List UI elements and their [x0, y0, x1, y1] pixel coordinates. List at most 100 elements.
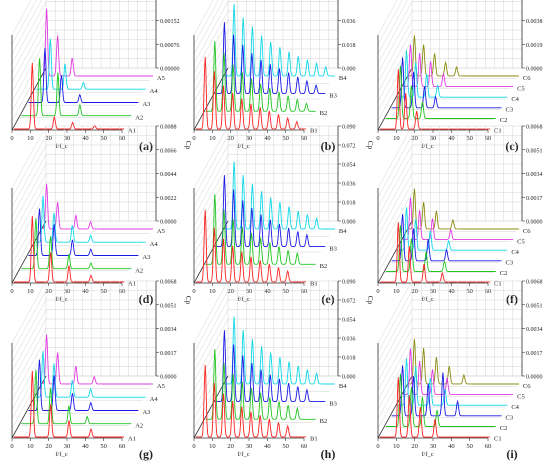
series-line-a1	[14, 215, 124, 283]
x-axis-label: f/f_c	[237, 296, 249, 303]
series-label: A4	[150, 396, 159, 403]
x-tick-label: 20	[227, 135, 234, 142]
grid-line	[377, 173, 413, 236]
x-tick-label: 40	[448, 135, 455, 142]
series-label: B2	[320, 110, 328, 117]
grid-line	[377, 299, 413, 363]
z-tick-label: 0.0000	[160, 375, 177, 381]
series-line-b4	[224, 3, 335, 77]
series-label: A2	[135, 114, 143, 121]
x-tick-label: 60	[301, 135, 308, 142]
grid-line	[377, 0, 398, 36]
z-tick-label: 0.0000	[526, 67, 543, 73]
grid-line	[11, 299, 47, 363]
x-tick-label: 20	[411, 135, 418, 142]
grid-line	[11, 290, 47, 353]
grid-line	[377, 144, 413, 208]
grid-line	[11, 309, 47, 372]
series-line-b3	[215, 22, 326, 95]
series-label: B3	[329, 400, 337, 407]
series-label: C6	[523, 228, 531, 235]
x-tick-label: 0	[10, 443, 13, 450]
z-tick-label: 0.0019	[526, 43, 543, 49]
x-tick-label: 20	[45, 135, 52, 142]
x-tick-label: 40	[82, 135, 89, 142]
grid-line	[193, 144, 229, 208]
z-tick-label: 0.00152	[160, 19, 180, 25]
z-tick-label: 0.0022	[160, 196, 177, 202]
series-line-c6	[408, 338, 519, 385]
series-label: A2	[135, 267, 143, 274]
x-tick-label: 30	[430, 443, 437, 450]
z-axis-label: Cp	[366, 296, 374, 305]
series-line-b4	[224, 316, 335, 385]
x-tick-label: 20	[411, 443, 418, 450]
x-tick-label: 60	[119, 135, 126, 142]
series-line-a3	[28, 359, 139, 411]
z-tick-label: 0.018	[342, 356, 356, 362]
x-axis-label: f/f_c	[237, 451, 249, 458]
x-tick-label: 60	[485, 288, 492, 295]
grid-line	[193, 280, 229, 344]
grid-line	[193, 48, 229, 112]
grid-line	[193, 173, 229, 236]
series-label: A3	[142, 409, 150, 416]
z-tick-label: 0.072	[342, 299, 356, 305]
grid-line	[377, 211, 413, 274]
x-tick-label: 30	[246, 443, 253, 450]
grid-line	[11, 201, 47, 265]
back-wall-grid	[11, 280, 157, 439]
grid-line	[377, 125, 413, 189]
grid-line	[377, 280, 413, 344]
grid-line	[11, 280, 47, 344]
series-label: C2	[500, 270, 508, 277]
grid-line	[377, 192, 413, 255]
z-tick-label: 0.0038	[526, 19, 543, 25]
series-label: C4	[511, 249, 519, 256]
x-tick-label: 10	[393, 443, 400, 450]
series-label: C3	[506, 106, 514, 113]
panel-caption: (b)	[321, 139, 336, 153]
z-tick-label: 0.054	[342, 163, 356, 169]
series-label: B1	[310, 436, 318, 443]
grid-line	[377, 347, 413, 410]
panel-caption: (c)	[505, 139, 518, 153]
x-tick-label: 30	[246, 288, 253, 295]
series-label: A1	[128, 436, 136, 443]
grid-line	[11, 318, 47, 382]
series-label: B2	[320, 418, 328, 425]
x-tick-label: 60	[301, 288, 308, 295]
x-tick-label: 50	[282, 443, 289, 450]
x-tick-label: 60	[301, 443, 308, 450]
x-tick-label: 10	[27, 443, 34, 450]
grid-line	[193, 20, 229, 83]
x-tick-label: 40	[82, 443, 89, 450]
series-line-c4	[397, 358, 508, 406]
grid-line	[11, 0, 37, 45]
series-line-b2	[205, 349, 316, 420]
grid-line	[11, 163, 47, 227]
x-tick-label: 10	[209, 443, 216, 450]
series-line-b3	[215, 175, 326, 248]
x-tick-label: 40	[264, 443, 271, 450]
grid-line	[11, 39, 47, 102]
grid-line	[377, 154, 413, 217]
x-tick-label: 50	[282, 135, 289, 142]
grid-line	[377, 29, 413, 93]
series-line-a4	[35, 38, 146, 90]
x-tick-label: 20	[45, 288, 52, 295]
grid-line	[11, 337, 47, 401]
grid-line	[11, 29, 47, 93]
grid-line	[193, 182, 229, 246]
grid-line	[377, 328, 413, 391]
grid-line	[377, 0, 408, 55]
grid-line	[377, 58, 413, 121]
series-label: B3	[329, 245, 337, 252]
series-line-c2	[385, 225, 496, 272]
series-label: A2	[135, 422, 143, 429]
grid-line	[11, 154, 47, 217]
series-label: A3	[142, 254, 150, 261]
grid-line	[193, 318, 229, 382]
